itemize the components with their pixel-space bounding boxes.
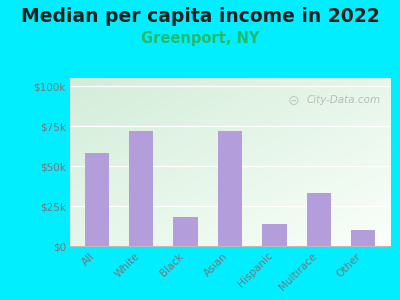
Bar	[173, 217, 198, 246]
Bar	[129, 131, 153, 246]
Text: ⊝: ⊝	[288, 94, 299, 108]
Text: Median per capita income in 2022: Median per capita income in 2022	[21, 8, 379, 26]
Text: Greenport, NY: Greenport, NY	[141, 32, 259, 46]
Bar	[84, 153, 109, 246]
Bar	[351, 230, 376, 246]
Bar	[307, 193, 331, 246]
Bar	[262, 224, 287, 246]
Text: City-Data.com: City-Data.com	[306, 95, 380, 105]
Bar	[218, 131, 242, 246]
